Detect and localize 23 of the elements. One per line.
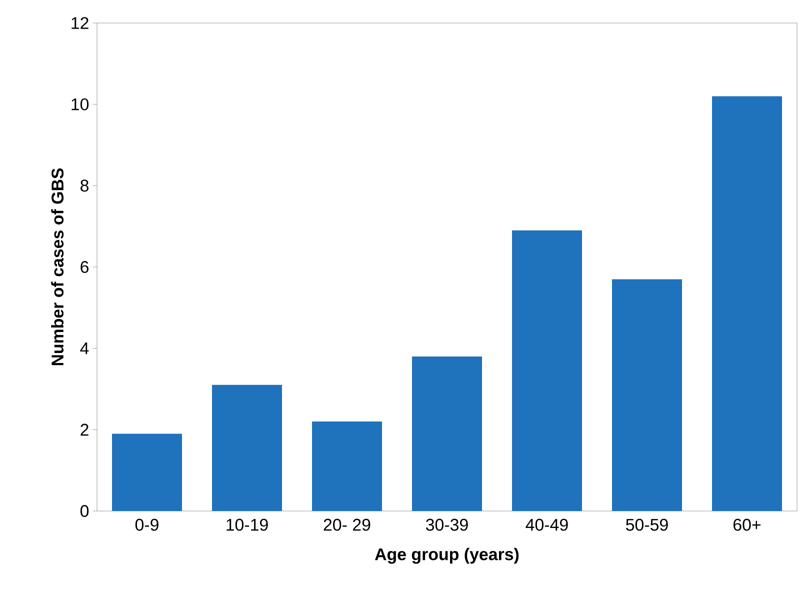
y-tick-label: 10 <box>72 98 89 110</box>
y-tick-label: 6 <box>80 261 88 273</box>
x-tick-label: 40-49 <box>526 518 568 531</box>
bar <box>212 384 282 511</box>
y-tick-label: 8 <box>80 180 88 192</box>
y-tick-label: 4 <box>80 342 89 354</box>
x-tick-label: 10-19 <box>226 518 268 531</box>
x-axis-title: Age group (years) <box>374 548 519 564</box>
x-tick-label: 60+ <box>733 518 761 531</box>
bar <box>112 434 182 511</box>
x-tick-label: 0-9 <box>135 518 158 531</box>
bar <box>512 230 582 511</box>
y-tick-label: 12 <box>72 17 88 29</box>
bar <box>712 96 782 511</box>
bar <box>412 356 482 511</box>
x-tick-label: 20- 29 <box>324 518 370 531</box>
x-tick-label: 50-59 <box>626 518 668 531</box>
y-tick-label: 2 <box>80 424 88 436</box>
bar <box>312 422 382 511</box>
y-tick-label: 0 <box>80 505 89 517</box>
y-axis-title: Number of cases of GBS <box>51 168 64 366</box>
bar <box>612 279 682 511</box>
x-tick-label: 30-39 <box>426 518 468 531</box>
